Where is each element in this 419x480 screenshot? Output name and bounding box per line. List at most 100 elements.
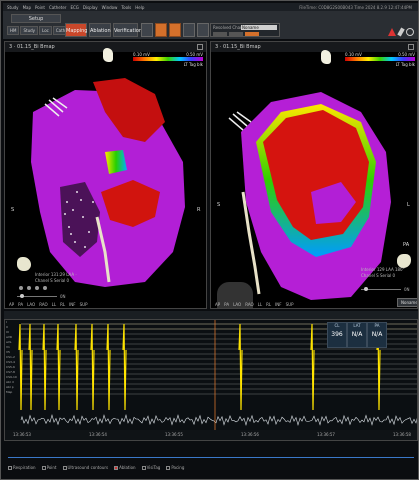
maximize-icon[interactable] (197, 44, 203, 50)
menu-study[interactable]: Study (7, 4, 19, 10)
main-toolbar: Setup HM Study Loc Cath Map Mapping Abla… (3, 11, 418, 39)
view-inf-left[interactable]: INF (69, 302, 76, 307)
legend-respiration[interactable]: Respiration (8, 465, 36, 470)
dot-4[interactable] (43, 286, 47, 290)
heart-orientation-icon-right[interactable] (397, 254, 411, 268)
pen-icon[interactable] (397, 27, 405, 37)
tool-orange-icon-2[interactable] (169, 23, 181, 37)
readout-pa: PA N/A (367, 322, 387, 348)
channel-panel-title: Resolved Channel (213, 25, 249, 30)
view-rao-right[interactable]: RAO (245, 302, 254, 307)
view-lao-left[interactable]: LAO (27, 302, 36, 307)
view-lao-right[interactable]: LAO (233, 302, 242, 307)
view-rl-left[interactable]: RL (60, 302, 66, 307)
menu-window[interactable]: Window (101, 4, 118, 10)
opacity-slider-right[interactable]: 0N (361, 286, 410, 292)
channel-button-2[interactable] (229, 32, 243, 36)
scale-min-left: 0.10 mV (133, 52, 150, 57)
ecg-channel-label: CS1-2 (6, 355, 15, 359)
legend-visitag[interactable]: VisiTag (141, 465, 160, 470)
view-ll-left[interactable]: LL (51, 302, 57, 307)
list-icon[interactable] (197, 23, 209, 37)
axis-pa-right: PA (403, 242, 410, 248)
ecg-channel-labels: I II III aVR aVL V1 V5 CS1-2 CS3-4 CS5-6 CS7-8 CS9-… (5, 320, 21, 440)
opacity-slider-left[interactable]: 0N (17, 293, 66, 299)
ecg-beat (56, 323, 61, 411)
view-sup-left[interactable]: SUP (79, 302, 88, 307)
map-surface-red-mid (101, 180, 160, 227)
menu-ecg[interactable]: ECG (70, 4, 79, 10)
dot-1[interactable] (19, 286, 23, 290)
legend-ablation[interactable]: Ablation (114, 465, 136, 470)
view-pa-left[interactable]: PA (18, 302, 24, 307)
view-ap-right[interactable]: AP (215, 302, 221, 307)
map-viewport-left[interactable]: 3 · 01.15_Bi Bmap 0.10 mV 0.50 mV LT Tag… (4, 41, 207, 309)
mini-map-view[interactable] (217, 282, 253, 308)
menu-help[interactable]: Help (135, 4, 145, 10)
ecg-toolbar (4, 311, 418, 319)
ecg-beat (74, 323, 79, 411)
ecg-beat (238, 323, 243, 411)
time-tick-label: 13:36:53 (13, 432, 31, 437)
view-sup-right[interactable]: SUP (285, 302, 294, 307)
legend-check-icon (62, 466, 67, 470)
time-tick-label: 13:36:57 (317, 432, 335, 437)
tab-verification[interactable]: Verification (113, 23, 142, 37)
tab-ablation[interactable]: Ablation (89, 23, 111, 37)
slider-value-left: 0N (60, 293, 66, 299)
readout-lat-value: N/A (351, 331, 363, 338)
dot-3[interactable] (35, 286, 39, 290)
legend-ultrasound[interactable]: Ultrasound contours (62, 465, 108, 470)
setup-button[interactable]: Setup (11, 14, 61, 23)
channel-select[interactable]: Noname (241, 25, 277, 30)
tool-orange-icon-1[interactable] (155, 23, 167, 37)
tool-icon-2[interactable] (183, 23, 195, 37)
channel-button-3[interactable] (245, 32, 259, 36)
readout-cl: CL 396 (327, 322, 347, 348)
view-pa-right[interactable]: PA (224, 302, 230, 307)
menu-bar: Study Map Point Catheter ECG Display Win… (3, 3, 418, 11)
noname-button[interactable]: Noname (397, 298, 417, 307)
axis-l-right: L (407, 202, 410, 208)
timeline-track[interactable] (8, 457, 414, 458)
legend-check-icon (8, 466, 12, 470)
study-button[interactable]: Study (20, 26, 39, 35)
menu-display[interactable]: Display (82, 4, 98, 10)
ecg-channel-label: V5 (6, 350, 10, 354)
map-viewport-right[interactable]: 3 · 01.15_Bi Bmap 0.10 mV 0.50 mV LT Tag… (210, 41, 418, 309)
color-scale-left: 0.10 mV 0.50 mV LT Tag blk (133, 52, 203, 67)
heart-orientation-icon-left[interactable] (17, 257, 31, 271)
legend-point[interactable]: Point (41, 465, 57, 470)
slider-track-left[interactable] (17, 293, 57, 298)
loc-button[interactable]: Loc (39, 26, 52, 35)
menu-tools[interactable]: Tools (121, 4, 132, 10)
viewport-right-title: 3 · 01.15_Bi Bmap (215, 44, 261, 50)
tab-mapping[interactable]: Mapping (65, 23, 87, 37)
warning-icon[interactable] (388, 28, 396, 36)
slider-knob-left[interactable] (20, 293, 24, 298)
menu-catheter[interactable]: Catheter (48, 4, 67, 10)
power-icon[interactable] (406, 28, 414, 36)
view-ll-right[interactable]: LL (257, 302, 263, 307)
slider-knob-right[interactable] (364, 286, 368, 291)
dot-2[interactable] (27, 286, 31, 290)
ecg-channel-label: CS3-4 (6, 360, 15, 364)
menu-point[interactable]: Point (35, 4, 45, 10)
ecg-channel-label: I (6, 320, 7, 324)
maximize-icon[interactable] (408, 44, 414, 50)
view-rao-left[interactable]: RAO (39, 302, 48, 307)
hm-button[interactable]: HM (7, 26, 20, 35)
slider-track-right[interactable] (361, 286, 401, 291)
view-rl-right[interactable]: RL (266, 302, 272, 307)
ecg-signal-panel[interactable]: I II III aVR aVL V1 V5 CS1-2 CS3-4 CS5-6 CS7-8 CS9-… (4, 319, 418, 441)
view-inf-right[interactable]: INF (275, 302, 282, 307)
view-ap-left[interactable]: AP (9, 302, 15, 307)
legend-pacing[interactable]: Pacing (166, 465, 184, 470)
display-dots-left (19, 286, 47, 290)
time-tick-label: 13:36:55 (165, 432, 183, 437)
menu-map[interactable]: Map (22, 4, 32, 10)
legend-items: Respiration Point Ultrasound contours Ab… (8, 465, 184, 470)
tool-icon-1[interactable] (141, 23, 153, 37)
channel-button-1[interactable] (213, 32, 227, 36)
